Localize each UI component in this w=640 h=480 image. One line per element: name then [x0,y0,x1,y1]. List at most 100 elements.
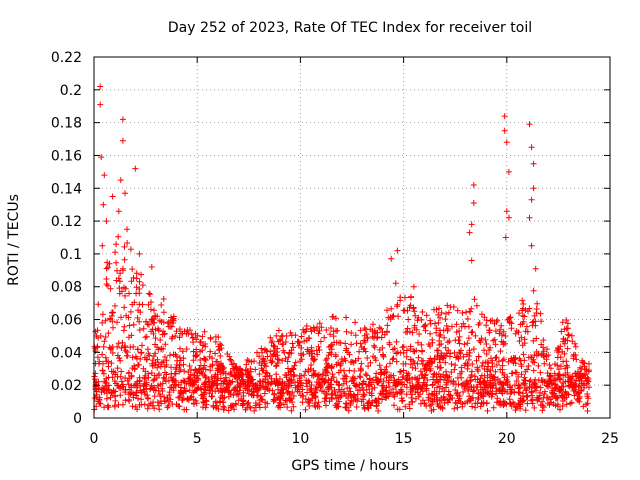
data-point [494,376,501,383]
data-point [384,322,391,329]
data-point [492,328,499,335]
data-point [133,284,140,291]
data-point [294,338,301,345]
data-point [531,312,538,319]
data-point [390,355,397,362]
data-point [465,386,472,393]
data-point [412,374,418,381]
data-point [379,329,386,336]
data-point [199,333,206,340]
data-point [461,341,468,348]
data-point [516,310,522,317]
data-point [170,320,177,326]
data-point [405,316,412,323]
data-point [288,368,295,375]
data-point [490,404,497,411]
data-point [108,360,115,367]
data-point [101,388,108,395]
data-point [421,383,428,390]
data-point [169,401,176,407]
data-point [154,399,161,406]
data-point [484,407,491,414]
data-point [332,315,339,322]
data-point [321,377,328,384]
data-point [481,314,488,321]
data-point [276,380,283,387]
data-point [307,385,314,392]
data-point [480,379,487,386]
data-point [154,356,161,363]
data-point [431,306,437,313]
data-point [493,385,500,392]
data-point [491,336,498,343]
data-point [121,243,128,250]
data-point [582,371,588,378]
data-point [314,373,321,380]
data-point [219,363,226,370]
data-point [456,349,463,356]
data-point [523,323,530,330]
data-point [101,338,108,345]
data-point [136,250,143,257]
data-point [486,391,493,398]
data-point [238,395,245,402]
data-point [431,355,438,362]
data-point [301,372,308,379]
data-point [532,322,539,329]
data-point [366,382,373,389]
data-point [560,358,567,365]
data-point [160,309,167,316]
data-point [158,302,165,308]
data-point [341,372,348,379]
data-point [479,363,485,369]
data-point [461,385,468,392]
data-point [149,326,156,333]
x-tick-label: 15 [395,431,413,447]
data-point [200,404,206,411]
data-point [372,397,379,404]
data-point [92,345,99,352]
x-tick-label: 10 [291,431,309,447]
data-point [382,388,389,395]
data-point [99,384,106,391]
data-point [172,351,179,358]
data-point [520,397,527,404]
data-point [128,373,135,380]
data-point [131,382,137,389]
data-point [304,383,311,390]
data-point [508,320,515,327]
y-tick-label: 0.08 [51,280,82,296]
data-point [554,362,561,369]
data-point [529,396,536,403]
data-point [427,395,434,402]
data-point [386,341,393,348]
data-point [209,388,216,394]
data-point [538,318,545,325]
data-point [471,296,478,303]
data-point [502,333,509,339]
data-point [499,366,506,373]
data-point [571,392,578,399]
data-point [96,396,103,403]
data-point [244,357,251,363]
data-point [375,408,382,414]
data-point [92,383,99,390]
data-point [438,395,445,401]
data-point [297,392,304,399]
data-point [533,335,540,342]
data-point [248,391,255,397]
data-point [521,377,527,383]
data-point [353,340,360,347]
data-point [421,323,428,329]
data-point [187,375,194,382]
data-point [571,340,578,347]
data-point [107,285,114,292]
data-point [546,362,553,368]
data-point [353,383,360,390]
data-point [520,351,527,358]
data-point [173,328,180,335]
data-point [150,387,157,393]
data-point [298,356,305,363]
data-point [192,366,199,373]
data-point [410,283,417,290]
